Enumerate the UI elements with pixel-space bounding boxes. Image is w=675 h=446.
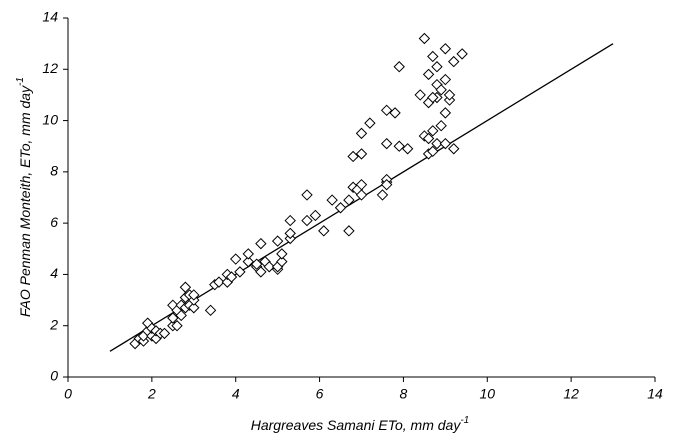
point [167, 312, 179, 324]
y-axis-label: FAO Penman Monteith, ETo, mm day-1 [15, 77, 33, 317]
point [427, 145, 439, 158]
point [376, 189, 389, 201]
x-tick-label: 4 [232, 386, 240, 402]
x-tick-label: 14 [647, 386, 663, 402]
y-tick-label: 6 [50, 214, 58, 230]
y-tick-label: 4 [50, 265, 58, 281]
point [422, 132, 435, 145]
point [204, 304, 217, 317]
x-axis-label: Hargreaves Samani ETo, mm day-1 [251, 415, 469, 433]
point [175, 309, 187, 322]
point [355, 127, 368, 140]
point [414, 89, 426, 101]
point [234, 266, 246, 278]
point [418, 32, 431, 45]
x-tick-label: 6 [316, 386, 324, 402]
point [355, 189, 368, 201]
point [309, 209, 322, 222]
point [343, 194, 355, 206]
point [255, 237, 267, 250]
y-tick-label: 8 [50, 163, 58, 179]
point [393, 61, 405, 73]
point [439, 43, 452, 55]
point [326, 194, 338, 206]
point [343, 225, 355, 237]
point [401, 143, 414, 155]
point [380, 137, 393, 150]
y-label-sup: -1 [15, 77, 26, 86]
y-tick-label: 12 [42, 60, 58, 76]
point [439, 73, 452, 86]
point [213, 276, 225, 288]
point [347, 150, 359, 163]
point [448, 143, 460, 155]
point [188, 289, 200, 301]
point [158, 327, 171, 340]
point [427, 50, 439, 63]
point [448, 55, 460, 68]
point [389, 107, 401, 119]
point [443, 89, 456, 101]
point [427, 91, 439, 104]
point [439, 107, 452, 119]
point [171, 320, 183, 332]
x-label-sup: -1 [460, 415, 469, 426]
y-tick-label: 10 [42, 111, 58, 127]
point [393, 140, 405, 152]
point [230, 253, 242, 265]
point [431, 61, 443, 73]
point [242, 248, 254, 260]
x-tick-label: 8 [400, 386, 408, 402]
point [284, 227, 296, 240]
point [364, 117, 376, 129]
point [250, 258, 263, 270]
point [435, 119, 447, 132]
point [427, 125, 439, 137]
point [380, 104, 393, 117]
x-tick-label: 12 [563, 386, 579, 402]
point [355, 148, 368, 160]
point [334, 202, 347, 214]
point [263, 261, 275, 273]
point [422, 68, 435, 81]
point [255, 266, 267, 278]
x-label-text: Hargreaves Samani ETo, mm day [251, 417, 462, 433]
point [380, 178, 393, 191]
point [225, 271, 238, 283]
y-tick-label: 2 [49, 316, 58, 332]
point [301, 189, 313, 201]
point [242, 255, 254, 268]
point [456, 48, 468, 60]
point [276, 248, 288, 260]
y-tick-label: 14 [42, 9, 58, 25]
x-tick-label: 10 [479, 386, 495, 402]
point [188, 302, 200, 314]
point [301, 214, 313, 227]
x-tick-label: 2 [147, 386, 156, 402]
y-label-text: FAO Penman Monteith, ETo, mm day [17, 85, 33, 317]
x-tick-label: 0 [64, 386, 72, 402]
y-tick-label: 0 [50, 368, 58, 384]
point [271, 235, 284, 247]
point [435, 84, 447, 96]
point [439, 137, 452, 150]
point [179, 281, 192, 293]
point [318, 225, 330, 237]
point [276, 255, 288, 268]
point [431, 137, 443, 150]
point [284, 214, 296, 227]
